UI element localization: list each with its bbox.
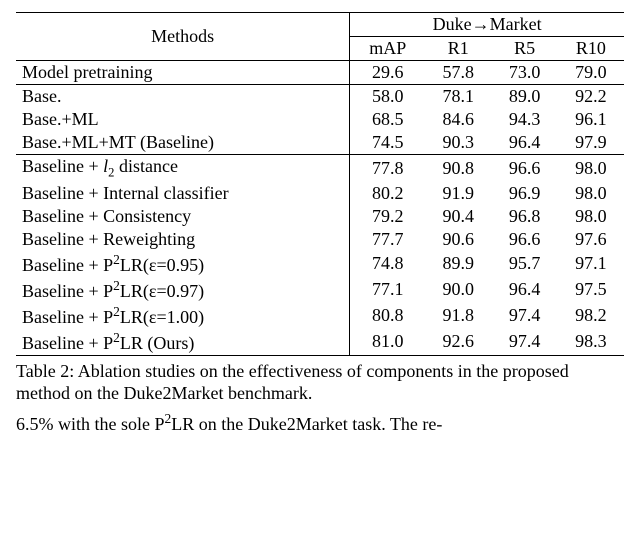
table-row: Baseline + Reweighting77.790.696.697.6 — [16, 228, 624, 251]
cell-value: 97.4 — [491, 303, 557, 329]
table-caption: Table 2: Ablation studies on the effecti… — [16, 360, 624, 405]
cell-value: 89.0 — [491, 85, 557, 109]
cell-value: 96.9 — [491, 182, 557, 205]
row-label: Baseline + l2 distance — [16, 155, 350, 182]
cell-value: 98.0 — [558, 155, 624, 182]
cell-value: 91.8 — [425, 303, 491, 329]
cell-value: 92.6 — [425, 329, 491, 356]
cell-value: 96.6 — [491, 228, 557, 251]
cell-value: 90.6 — [425, 228, 491, 251]
cell-value: 29.6 — [350, 61, 425, 85]
cell-value: 98.0 — [558, 182, 624, 205]
table-row: Base.+ML68.584.694.396.1 — [16, 108, 624, 131]
row-label: Base. — [16, 85, 350, 109]
cell-value: 97.9 — [558, 131, 624, 155]
row-label: Baseline + P2LR(ε=0.95) — [16, 251, 350, 277]
cell-value: 97.5 — [558, 277, 624, 303]
cell-value: 90.4 — [425, 205, 491, 228]
row-label: Baseline + P2LR (Ours) — [16, 329, 350, 356]
cell-value: 78.1 — [425, 85, 491, 109]
table-row: Baseline + P2LR (Ours)81.092.697.498.3 — [16, 329, 624, 356]
ablation-table: Methods Duke→Market mAP R1 R5 R10 Model … — [16, 12, 624, 356]
cell-value: 74.5 — [350, 131, 425, 155]
cell-value: 91.9 — [425, 182, 491, 205]
cell-value: 57.8 — [425, 61, 491, 85]
cell-value: 81.0 — [350, 329, 425, 356]
cell-value: 94.3 — [491, 108, 557, 131]
cell-value: 97.1 — [558, 251, 624, 277]
cell-value: 98.2 — [558, 303, 624, 329]
table-row: Baseline + P2LR(ε=1.00)80.891.897.498.2 — [16, 303, 624, 329]
row-label: Baseline + Consistency — [16, 205, 350, 228]
cell-value: 73.0 — [491, 61, 557, 85]
row-label: Baseline + Reweighting — [16, 228, 350, 251]
table-row: Baseline + P2LR(ε=0.97)77.190.096.497.5 — [16, 277, 624, 303]
cell-value: 96.6 — [491, 155, 557, 182]
cell-value: 77.8 — [350, 155, 425, 182]
cell-value: 90.3 — [425, 131, 491, 155]
table-row: Model pretraining29.657.873.079.0 — [16, 61, 624, 85]
row-label: Baseline + Internal classifier — [16, 182, 350, 205]
cell-value: 96.8 — [491, 205, 557, 228]
cell-value: 80.8 — [350, 303, 425, 329]
table-row: Baseline + Consistency79.290.496.898.0 — [16, 205, 624, 228]
cell-value: 68.5 — [350, 108, 425, 131]
row-label: Base.+ML — [16, 108, 350, 131]
cell-value: 95.7 — [491, 251, 557, 277]
cell-value: 77.1 — [350, 277, 425, 303]
col-group: Duke→Market — [350, 13, 624, 37]
cell-value: 97.4 — [491, 329, 557, 356]
cell-value: 84.6 — [425, 108, 491, 131]
text-fragment: 6.5% with the sole P2LR on the Duke2Mark… — [16, 411, 624, 436]
cell-value: 79.0 — [558, 61, 624, 85]
cell-value: 97.6 — [558, 228, 624, 251]
col-map: mAP — [350, 37, 425, 61]
cell-value: 98.3 — [558, 329, 624, 356]
row-label: Base.+ML+MT (Baseline) — [16, 131, 350, 155]
cell-value: 92.2 — [558, 85, 624, 109]
cell-value: 79.2 — [350, 205, 425, 228]
cell-value: 58.0 — [350, 85, 425, 109]
table-row: Base.+ML+MT (Baseline)74.590.396.497.9 — [16, 131, 624, 155]
row-label: Model pretraining — [16, 61, 350, 85]
row-label: Baseline + P2LR(ε=1.00) — [16, 303, 350, 329]
table-row: Base.58.078.189.092.2 — [16, 85, 624, 109]
cell-value: 89.9 — [425, 251, 491, 277]
row-label: Baseline + P2LR(ε=0.97) — [16, 277, 350, 303]
col-r5: R5 — [491, 37, 557, 61]
cell-value: 98.0 — [558, 205, 624, 228]
table-row: Baseline + l2 distance77.890.896.698.0 — [16, 155, 624, 182]
cell-value: 96.4 — [491, 131, 557, 155]
cell-value: 90.0 — [425, 277, 491, 303]
cell-value: 96.1 — [558, 108, 624, 131]
cell-value: 96.4 — [491, 277, 557, 303]
col-methods: Methods — [16, 13, 350, 61]
col-r10: R10 — [558, 37, 624, 61]
cell-value: 74.8 — [350, 251, 425, 277]
col-r1: R1 — [425, 37, 491, 61]
cell-value: 90.8 — [425, 155, 491, 182]
table-row: Baseline + Internal classifier80.291.996… — [16, 182, 624, 205]
cell-value: 77.7 — [350, 228, 425, 251]
cell-value: 80.2 — [350, 182, 425, 205]
table-row: Baseline + P2LR(ε=0.95)74.889.995.797.1 — [16, 251, 624, 277]
